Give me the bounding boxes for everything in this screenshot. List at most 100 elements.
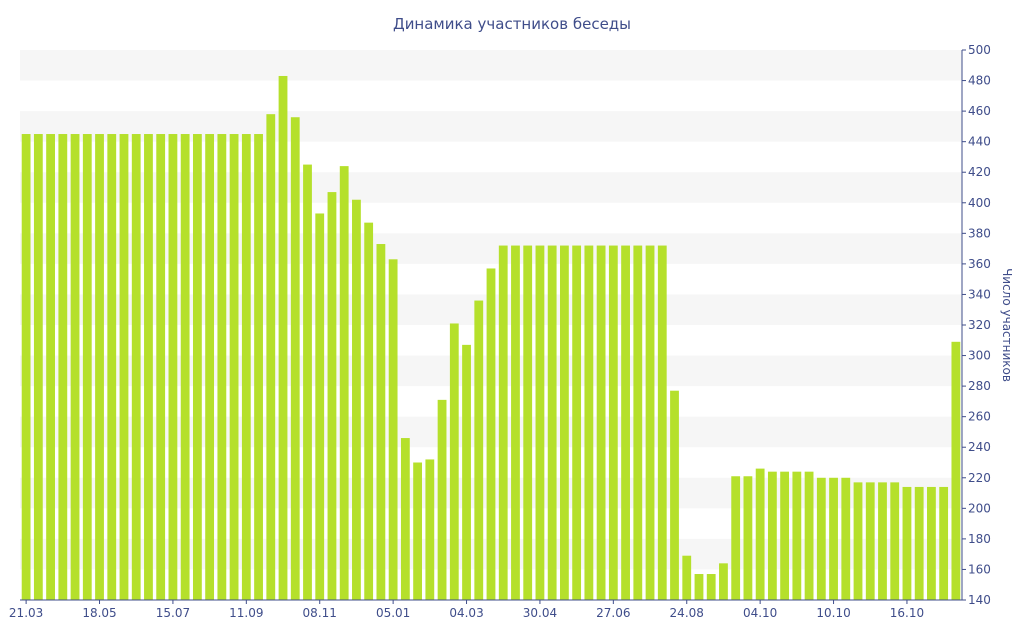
bar — [352, 199, 361, 600]
x-tick-label: 16.10 — [890, 606, 924, 620]
bar — [327, 192, 337, 601]
bar — [107, 134, 117, 600]
bar — [290, 117, 300, 600]
y-tick-label: 380 — [968, 226, 991, 240]
bar — [144, 134, 153, 600]
bar — [266, 114, 276, 601]
y-tick-label: 220 — [968, 471, 991, 485]
bar — [719, 563, 728, 600]
bar — [400, 438, 410, 600]
bar — [388, 259, 398, 600]
chart-title: Динамика участников беседы — [393, 15, 631, 33]
x-tick-label: 30.04 — [523, 606, 557, 620]
bar — [474, 300, 484, 600]
bar — [706, 574, 716, 600]
y-tick-label: 300 — [968, 349, 991, 363]
y-tick-label: 500 — [968, 43, 991, 57]
y-tick-label: 260 — [968, 410, 991, 424]
x-tick-label: 04.10 — [743, 606, 777, 620]
bar — [792, 471, 802, 600]
bar — [33, 134, 43, 600]
bar — [584, 245, 594, 601]
bar — [657, 245, 667, 601]
bar — [890, 482, 900, 600]
bar — [804, 471, 814, 600]
bar — [303, 164, 312, 601]
bar — [682, 555, 692, 600]
bar — [596, 245, 606, 601]
y-tick-label: 180 — [968, 532, 991, 546]
y-tick-label: 340 — [968, 287, 991, 301]
bar — [743, 476, 753, 600]
bar — [437, 399, 447, 600]
bar — [535, 245, 545, 601]
bar — [670, 390, 679, 600]
bar — [608, 245, 618, 601]
bar — [547, 245, 557, 601]
x-tick-label: 15.07 — [156, 606, 190, 620]
x-tick-label: 04.03 — [449, 606, 483, 620]
bar — [621, 245, 630, 601]
bar — [914, 486, 924, 600]
bar — [217, 134, 227, 600]
bar — [58, 134, 68, 600]
y-tick-label: 320 — [968, 318, 991, 332]
y-tick-label: 440 — [968, 135, 991, 149]
bar — [364, 222, 374, 600]
bar — [315, 213, 325, 600]
x-tick-label: 21.03 — [9, 606, 43, 620]
x-tick-label: 24.08 — [670, 606, 704, 620]
y-tick-label: 140 — [968, 593, 991, 607]
x-tick-label: 08.11 — [303, 606, 337, 620]
y-tick-label: 460 — [968, 104, 991, 118]
bar — [21, 134, 31, 600]
bar — [829, 477, 838, 600]
bar — [180, 134, 190, 600]
x-tick-label: 18.05 — [82, 606, 116, 620]
bar — [633, 245, 643, 601]
bar — [951, 341, 961, 600]
bar — [462, 344, 471, 600]
y-tick-label: 400 — [968, 196, 991, 210]
bar — [523, 245, 533, 601]
bar — [853, 482, 863, 600]
bar — [865, 482, 875, 600]
bar — [780, 471, 790, 600]
bar — [131, 134, 141, 600]
y-axis-ticks: 140 160 180 200 220 240 260 280 300 320 340 360 380 4… — [962, 43, 991, 607]
bar — [927, 486, 936, 600]
bar — [339, 166, 349, 600]
bar — [572, 245, 582, 601]
y-tick-label: 360 — [968, 257, 991, 271]
bar — [878, 482, 887, 600]
bar — [168, 134, 178, 600]
bar — [95, 134, 104, 600]
bar — [192, 134, 202, 600]
bar — [205, 134, 215, 600]
x-tick-label: 11.09 — [229, 606, 263, 620]
bar — [755, 468, 765, 600]
x-tick-label: 10.10 — [816, 606, 850, 620]
bar — [46, 134, 55, 600]
bar — [278, 75, 288, 600]
bar — [767, 471, 777, 600]
bar — [486, 268, 496, 600]
bar — [449, 323, 459, 600]
bar — [82, 134, 92, 600]
y-tick-label: 160 — [968, 562, 991, 576]
bar-series — [21, 75, 961, 601]
y-tick-label: 420 — [968, 165, 991, 179]
bar — [816, 477, 826, 600]
bar — [413, 462, 423, 600]
bar — [511, 245, 520, 601]
x-tick-label: 05.01 — [376, 606, 410, 620]
grid-band — [20, 50, 962, 81]
bar — [841, 477, 851, 600]
y-tick-label: 480 — [968, 74, 991, 88]
bar — [156, 134, 166, 600]
y-axis-label: Число участников — [1000, 268, 1014, 382]
y-tick-label: 240 — [968, 440, 991, 454]
bar — [376, 244, 386, 600]
bar — [498, 245, 508, 601]
